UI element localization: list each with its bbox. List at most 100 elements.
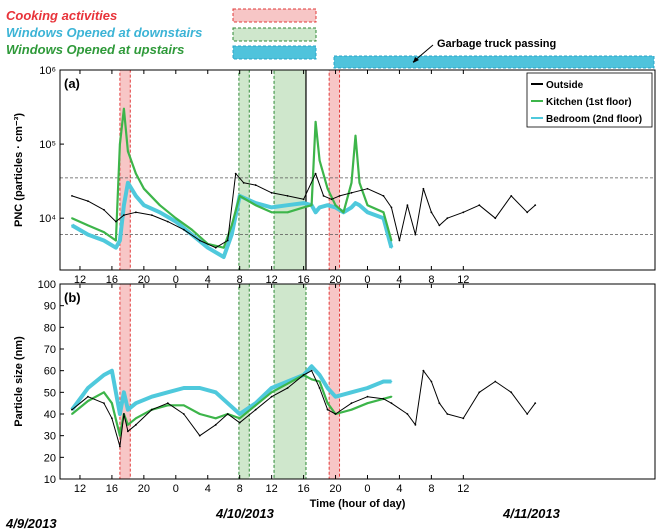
data-point-outside — [510, 391, 513, 394]
data-point-outside — [122, 413, 125, 415]
legend-entry: Kitchen (1st floor) — [546, 97, 632, 108]
data-point-bedroom — [302, 202, 305, 204]
x-tick-label: 20 — [138, 483, 150, 495]
data-point-kitchen — [87, 400, 89, 402]
data-point-bedroom — [182, 387, 185, 389]
data-point-kitchen — [302, 206, 305, 209]
data-point-bedroom — [150, 395, 153, 398]
x-tick-label: 12 — [74, 274, 86, 286]
x-tick-label: 4 — [396, 274, 402, 286]
data-point-kitchen — [182, 404, 185, 407]
data-point-kitchen — [286, 382, 289, 385]
truck-label: Garbage truck passing — [437, 38, 556, 50]
data-point-kitchen — [142, 187, 145, 190]
data-point-outside — [314, 172, 317, 175]
x-tick-label: 16 — [297, 483, 309, 495]
data-point-outside — [438, 402, 441, 405]
data-point-outside — [430, 380, 433, 383]
data-point-outside — [254, 408, 257, 411]
x-tick-label: 8 — [428, 274, 434, 286]
data-point-outside — [414, 423, 417, 426]
x-tick-label: 0 — [173, 483, 179, 495]
data-point-kitchen — [334, 204, 337, 207]
data-point-kitchen — [118, 434, 121, 437]
data-point-outside — [242, 181, 245, 184]
data-point-bedroom — [174, 220, 177, 223]
data-point-bedroom — [87, 233, 89, 236]
data-point-kitchen — [350, 408, 353, 411]
data-point-bedroom — [254, 202, 257, 204]
data-point-outside — [478, 391, 481, 394]
data-point-outside — [198, 239, 201, 242]
x-axis-label: Time (hour of day) — [310, 498, 406, 510]
data-point-outside — [462, 211, 465, 214]
data-point-bedroom — [198, 387, 201, 389]
data-point-bedroom — [354, 202, 357, 204]
data-point-kitchen — [238, 417, 241, 420]
data-point-kitchen — [350, 181, 353, 184]
data-point-bedroom — [126, 408, 129, 411]
data-point-outside — [338, 194, 341, 197]
cooking-legend-swatch — [232, 8, 317, 23]
top-legend: Cooking activities Windows Opened at dow… — [6, 8, 317, 60]
data-point-outside — [126, 430, 129, 433]
plot-frame — [59, 283, 656, 480]
data-point-kitchen — [270, 391, 273, 394]
y-tick-label: 70 — [44, 344, 56, 356]
x-tick-label: 4 — [205, 483, 211, 495]
data-point-bedroom — [350, 391, 353, 394]
data-point-outside — [406, 204, 409, 207]
y-tick-label: 20 — [44, 452, 56, 464]
data-point-outside — [270, 191, 273, 194]
data-point-kitchen — [190, 228, 193, 231]
data-point-outside — [214, 423, 217, 426]
panel-b: 12 16 20 0 4 8 12 16 20 0 4 8 12 10 20 30 40 50 60 70 80 90 10… — [13, 279, 656, 510]
data-point-kitchen — [158, 204, 161, 207]
x-tick-label: 20 — [329, 274, 341, 286]
y-tick-label: 90 — [44, 301, 56, 313]
panel-label: (a) — [64, 76, 80, 91]
data-point-kitchen — [71, 217, 73, 220]
data-point-bedroom — [126, 181, 129, 184]
data-point-kitchen — [222, 246, 225, 249]
data-point-bedroom — [318, 206, 321, 209]
data-point-kitchen — [286, 211, 289, 214]
data-point-outside — [534, 204, 537, 207]
panel-a: 12 16 20 0 4 8 12 16 20 0 4 8 12 10⁴ 10⁵ 10⁶ PNC (partic… — [13, 65, 656, 286]
cooking-legend-label: Cooking activities — [6, 8, 117, 23]
data-point-bedroom — [270, 206, 273, 209]
x-tick-label: 16 — [106, 483, 118, 495]
data-point-outside — [87, 200, 89, 203]
data-point-bedroom — [334, 395, 337, 398]
data-point-kitchen — [390, 395, 393, 398]
x-tick-label: 8 — [237, 274, 243, 286]
data-point-bedroom — [238, 413, 241, 415]
y-tick-label: 100 — [38, 279, 56, 291]
x-tick-label: 0 — [364, 483, 370, 495]
data-point-outside — [414, 233, 417, 236]
y-tick-label: 40 — [44, 409, 56, 421]
data-point-outside — [103, 402, 105, 405]
data-point-outside — [330, 198, 333, 201]
data-point-bedroom — [318, 374, 321, 376]
data-point-outside — [526, 413, 529, 415]
data-point-kitchen — [103, 391, 105, 394]
data-point-bedroom — [226, 402, 229, 405]
data-point-outside — [286, 387, 289, 389]
data-point-outside — [134, 423, 137, 426]
data-point-outside — [134, 211, 137, 214]
data-point-bedroom — [166, 391, 169, 394]
data-point-outside — [166, 220, 169, 223]
data-point-outside — [350, 402, 353, 405]
data-point-bedroom — [134, 402, 137, 405]
data-point-bedroom — [382, 380, 385, 383]
data-point-kitchen — [318, 380, 321, 383]
cooking-band — [119, 283, 131, 480]
data-point-kitchen — [354, 134, 357, 137]
data-point-bedroom — [142, 204, 145, 207]
data-point-outside — [182, 413, 185, 415]
y-tick-label: 30 — [44, 431, 56, 443]
data-point-bedroom — [270, 387, 273, 389]
data-point-outside — [382, 194, 385, 197]
data-point-outside — [166, 402, 169, 405]
